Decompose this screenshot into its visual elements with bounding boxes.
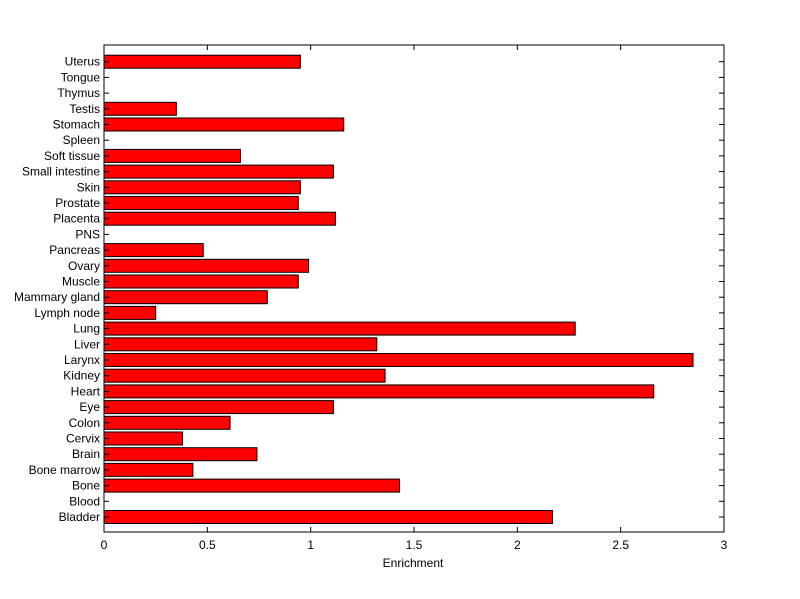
bar-kidney (103, 368, 386, 383)
y-tick-label-mammary-gland: Mammary gland (14, 290, 100, 304)
y-tick-label-placenta: Placenta (53, 212, 100, 226)
y-tick-label-larynx: Larynx (64, 353, 100, 367)
x-tick-label-3: 3 (721, 538, 728, 552)
y-tick-label-pancreas: Pancreas (49, 243, 100, 257)
y-tick-label-small-intestine: Small intestine (22, 165, 100, 179)
y-tick-label-muscle: Muscle (62, 275, 100, 289)
y-tick-label-eye: Eye (79, 400, 100, 414)
bar-lung (103, 321, 576, 336)
bar-skin (103, 180, 301, 195)
bar-small-intestine (103, 164, 334, 179)
y-tick-label-liver: Liver (74, 337, 100, 351)
y-tick-label-brain: Brain (72, 447, 100, 461)
bar-bone (103, 478, 401, 493)
bar-liver (103, 337, 378, 352)
bar-placenta (103, 211, 336, 226)
bar-heart (103, 384, 655, 399)
y-tick-label-skin: Skin (77, 180, 100, 194)
y-tick-label-cervix: Cervix (66, 432, 100, 446)
y-tick-label-testis: Testis (69, 102, 100, 116)
y-tick-label-lymph-node: Lymph node (34, 306, 100, 320)
bar-stomach (103, 117, 345, 132)
x-tick-label-2-5: 2.5 (612, 538, 629, 552)
y-tick-label-pns: PNS (75, 227, 100, 241)
bar-colon (103, 415, 231, 430)
bar-testis (103, 101, 177, 116)
bar-mammary-gland (103, 290, 268, 305)
y-tick-label-bone: Bone (72, 479, 100, 493)
y-tick-label-soft-tissue: Soft tissue (44, 149, 100, 163)
y-tick-label-prostate: Prostate (55, 196, 100, 210)
y-tick-label-kidney: Kidney (63, 369, 100, 383)
x-tick-label-0-5: 0.5 (199, 538, 216, 552)
y-tick-label-colon: Colon (69, 416, 100, 430)
bar-cervix (103, 431, 184, 446)
x-tick-label-2: 2 (514, 538, 521, 552)
bar-pancreas (103, 243, 204, 258)
bar-ovary (103, 258, 310, 273)
bar-larynx (103, 353, 694, 367)
y-tick-label-tongue: Tongue (61, 70, 101, 84)
plot-area-frame (103, 44, 725, 533)
bar-bladder (103, 510, 553, 524)
x-tick-label-0: 0 (101, 538, 108, 552)
y-tick-label-spleen: Spleen (63, 133, 100, 147)
y-tick-label-ovary: Ovary (68, 259, 100, 273)
bar-eye (103, 400, 334, 415)
x-tick-label-1: 1 (307, 538, 314, 552)
y-tick-label-stomach: Stomach (53, 118, 100, 132)
bar-uterus (103, 54, 301, 69)
y-tick-label-thymus: Thymus (57, 86, 100, 100)
bar-prostate (103, 196, 299, 210)
y-tick-label-bladder: Bladder (59, 510, 100, 524)
bar-soft-tissue (103, 148, 241, 163)
bar-brain (103, 447, 258, 462)
y-tick-label-uterus: Uterus (65, 55, 100, 69)
x-axis-label: Enrichment (383, 556, 444, 570)
bar-bone-marrow (103, 462, 194, 477)
bar-lymph-node (103, 305, 157, 320)
x-tick-label-1-5: 1.5 (406, 538, 423, 552)
y-tick-label-blood: Blood (69, 494, 100, 508)
y-tick-label-heart: Heart (71, 384, 101, 398)
ticks-group (103, 45, 725, 532)
bar-muscle (103, 274, 299, 289)
y-tick-label-lung: Lung (73, 322, 100, 336)
y-tick-label-bone-marrow: Bone marrow (29, 463, 101, 477)
